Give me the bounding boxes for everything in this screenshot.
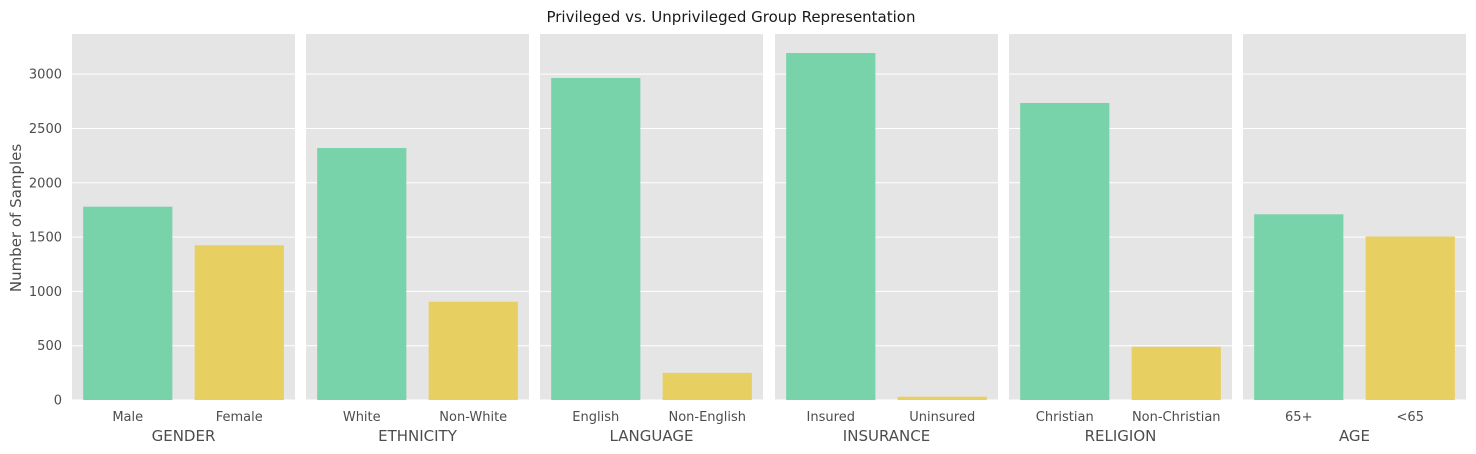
- x-tick-label: White: [343, 410, 381, 425]
- x-tick-label: <65: [1397, 410, 1424, 425]
- y-tick-label: 1500: [29, 231, 62, 246]
- bar-65-: [1254, 214, 1344, 400]
- chart-title: Privileged vs. Unprivileged Group Repres…: [546, 8, 915, 26]
- x-axis-label: AGE: [1339, 427, 1370, 445]
- y-tick-label: 500: [37, 339, 62, 354]
- x-axis-label: GENDER: [152, 427, 216, 445]
- bar-christian: [1020, 102, 1110, 401]
- y-tick-label: 3000: [29, 68, 62, 83]
- panel-insurance: Insured Uninsured INSURANCE: [775, 34, 998, 445]
- bar-insured: [786, 53, 876, 401]
- x-tick-label: 65+: [1285, 410, 1312, 425]
- x-axis-label: ETHNICITY: [378, 427, 458, 445]
- y-tick-label: 0: [54, 394, 62, 409]
- y-axis-label: Number of Samples: [7, 144, 25, 292]
- x-axis-label: LANGUAGE: [610, 427, 694, 445]
- x-tick-label: Christian: [1036, 410, 1094, 425]
- x-tick-label: Male: [112, 410, 143, 425]
- x-tick-label: Female: [216, 410, 263, 425]
- x-tick-label: Insured: [807, 410, 855, 425]
- bar-male: [83, 206, 173, 400]
- bar-english: [551, 77, 641, 400]
- bar-female: [194, 245, 284, 400]
- bar-white: [317, 148, 407, 400]
- panel-language: English Non-English LANGUAGE: [540, 34, 763, 445]
- panel-ethnicity: White Non-White ETHNICITY: [306, 34, 529, 445]
- x-tick-label: Uninsured: [909, 410, 975, 425]
- y-tick-label: 2500: [29, 122, 62, 137]
- bar--65: [1365, 236, 1455, 400]
- y-tick-label: 2000: [29, 176, 62, 191]
- bar-non-white: [428, 301, 518, 400]
- panel-age: 65+ <65 AGE: [1243, 34, 1466, 445]
- bar-non-christian: [1131, 346, 1221, 400]
- panel-religion: Christian Non-Christian RELIGION: [1009, 34, 1232, 445]
- x-axis-label: INSURANCE: [843, 427, 930, 445]
- x-tick-label: Non-Christian: [1132, 410, 1221, 425]
- x-tick-label: English: [572, 410, 619, 425]
- x-tick-label: Non-White: [439, 410, 507, 425]
- x-tick-label: Non-English: [668, 410, 746, 425]
- x-axis-label: RELIGION: [1085, 427, 1157, 445]
- y-tick-label: 1000: [29, 285, 62, 300]
- bar-non-english: [662, 372, 752, 400]
- bar-uninsured: [897, 396, 987, 400]
